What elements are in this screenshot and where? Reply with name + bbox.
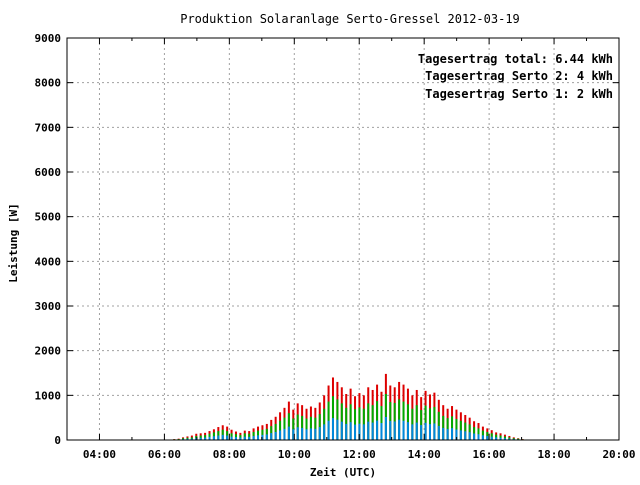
bar-serto1	[283, 429, 285, 440]
bar-serto1	[363, 424, 365, 440]
y-tick-label: 1000	[35, 389, 62, 402]
y-tick-label: 0	[54, 434, 61, 447]
bar-serto1	[270, 433, 272, 440]
bar-serto1	[310, 428, 312, 440]
bar-serto1	[217, 436, 219, 440]
x-tick-label: 04:00	[83, 448, 116, 461]
bar-serto1	[314, 429, 316, 440]
bar-serto1	[266, 434, 268, 440]
y-tick-label: 9000	[35, 32, 62, 45]
bar-serto1	[231, 437, 233, 440]
bar-serto1	[297, 427, 299, 440]
legend-total: Tagesertrag total: 6.44 kWh	[418, 52, 613, 66]
bar-serto1	[425, 423, 427, 440]
bar-serto1	[416, 423, 418, 440]
legend-serto2: Tagesertrag Serto 2: 4 kWh	[425, 69, 613, 83]
bars-layer	[169, 374, 528, 440]
bar-serto1	[275, 432, 277, 440]
bar-serto1	[451, 428, 453, 440]
bar-serto1	[491, 437, 493, 440]
bar-serto1	[350, 422, 352, 440]
y-tick-label: 5000	[35, 211, 62, 224]
bar-serto1	[319, 427, 321, 440]
bar-serto1	[332, 418, 334, 440]
x-tick-label: 18:00	[537, 448, 570, 461]
bar-serto1	[433, 423, 435, 440]
bar-serto1	[438, 426, 440, 440]
bar-serto1	[213, 436, 215, 440]
bar-serto1	[389, 421, 391, 440]
bar-serto1	[442, 428, 444, 440]
bar-serto1	[279, 430, 281, 440]
bar-serto1	[420, 425, 422, 440]
bar-serto1	[288, 427, 290, 440]
x-tick-label: 14:00	[408, 448, 441, 461]
y-tick-label: 2000	[35, 345, 62, 358]
bar-serto1	[398, 420, 400, 440]
legend-serto1: Tagesertrag Serto 1: 2 kWh	[425, 87, 613, 101]
x-tick-label: 16:00	[473, 448, 506, 461]
chart-title: Produktion Solaranlage Serto-Gressel 201…	[180, 12, 520, 26]
y-tick-label: 8000	[35, 77, 62, 90]
bar-serto1	[429, 424, 431, 440]
bar-serto1	[222, 435, 224, 440]
bar-serto1	[226, 436, 228, 440]
bar-serto1	[323, 424, 325, 440]
bar-serto1	[354, 425, 356, 440]
bar-serto1	[336, 420, 338, 440]
bar-serto1	[372, 423, 374, 440]
x-tick-label: 12:00	[343, 448, 376, 461]
bar-serto1	[407, 422, 409, 440]
x-tick-label: 20:00	[602, 448, 635, 461]
bar-serto1	[328, 421, 330, 440]
bar-serto1	[464, 431, 466, 440]
y-axis-label: Leistung [W]	[7, 203, 20, 282]
bar-serto1	[394, 421, 396, 440]
bar-serto1	[257, 435, 259, 440]
x-tick-label: 08:00	[213, 448, 246, 461]
bar-serto1	[477, 434, 479, 440]
bar-serto1	[345, 424, 347, 440]
bar-serto1	[380, 423, 382, 440]
bar-serto1	[306, 429, 308, 440]
y-tick-label: 4000	[35, 255, 62, 268]
bar-serto1	[447, 429, 449, 440]
bar-serto1	[486, 436, 488, 440]
bar-serto1	[473, 434, 475, 440]
bar-serto1	[244, 437, 246, 440]
bar-serto1	[367, 422, 369, 440]
bar-serto1	[403, 421, 405, 440]
bar-serto1	[385, 417, 387, 440]
bar-serto1	[482, 435, 484, 440]
bar-serto1	[460, 430, 462, 440]
bar-serto1	[469, 432, 471, 440]
y-tick-label: 7000	[35, 121, 62, 134]
bar-serto1	[376, 421, 378, 440]
x-axis-label: Zeit (UTC)	[310, 466, 376, 479]
bar-serto1	[411, 424, 413, 440]
bar-serto1	[301, 428, 303, 440]
x-tick-label: 10:00	[278, 448, 311, 461]
x-tick-label: 06:00	[148, 448, 181, 461]
legend: Tagesertrag total: 6.44 kWh Tagesertrag …	[418, 52, 613, 101]
bar-serto1	[253, 436, 255, 440]
y-tick-label: 3000	[35, 300, 62, 313]
y-tick-label: 6000	[35, 166, 62, 179]
bar-serto1	[341, 422, 343, 440]
